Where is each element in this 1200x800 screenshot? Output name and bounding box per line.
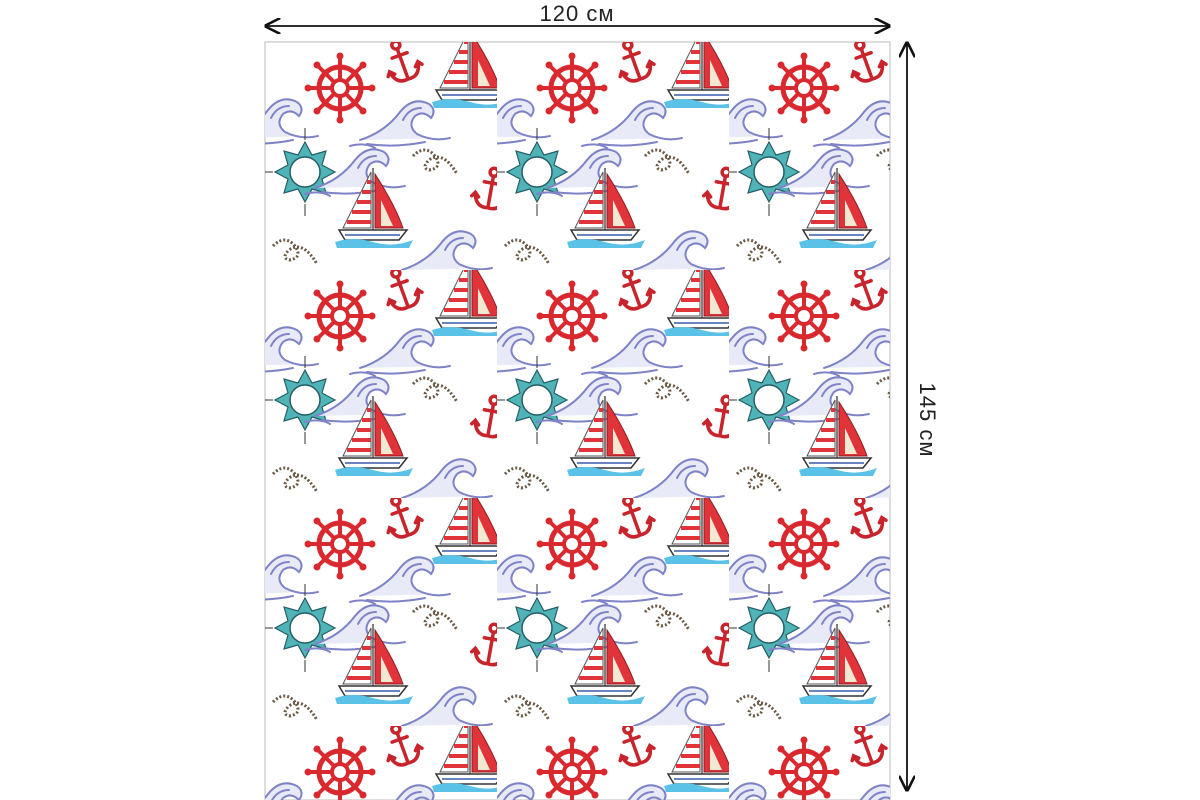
fabric-print xyxy=(265,42,890,800)
height-label: 145 см xyxy=(915,383,940,458)
width-label: 120 см xyxy=(540,1,615,26)
